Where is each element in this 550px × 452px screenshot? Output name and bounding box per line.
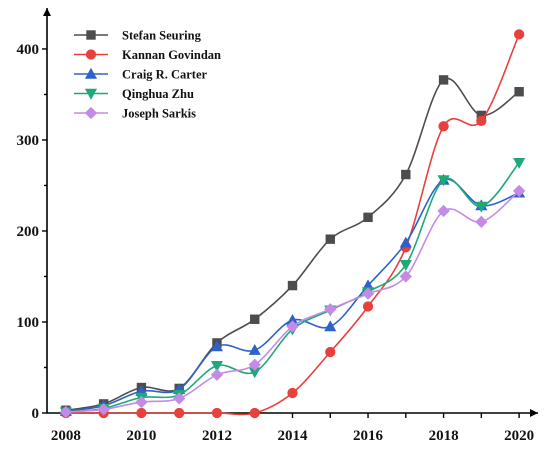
marker-triangle-down-point <box>399 259 412 271</box>
x-tick-label: 2016 <box>353 428 384 444</box>
series-line-2 <box>65 178 520 412</box>
marker-diamond-point <box>248 358 261 371</box>
legend-entry-0: Stefan Seuring <box>74 29 202 43</box>
marker-square-point <box>401 169 411 180</box>
marker-diamond-point <box>59 405 73 419</box>
y-tick-label: 0 <box>32 406 40 422</box>
marker-triangle-down-legend <box>84 88 98 100</box>
marker-circle-point <box>249 407 260 419</box>
marker-diamond-point <box>475 215 488 229</box>
marker-circle-point <box>476 115 487 126</box>
marker-circle-point <box>325 346 336 358</box>
marker-triangle-up-point <box>324 320 337 332</box>
legend-label: Kannan Govindan <box>122 48 221 62</box>
axes: 2008 2010 2012 2014 2016 2018 2020 0 100 200 300 40… <box>17 8 538 444</box>
marker-circle-point <box>438 121 449 132</box>
marker-square-point <box>514 87 524 97</box>
marker-circle-point <box>287 387 298 399</box>
marker-circle-point <box>211 407 223 419</box>
marker-triangle-up-point <box>399 236 412 248</box>
marker-diamond-point <box>286 320 299 333</box>
marker-diamond-point <box>437 204 450 218</box>
series-line-0 <box>65 77 520 412</box>
marker-triangle-up-legend <box>84 67 98 79</box>
marker-diamond-point <box>361 287 375 300</box>
legend-entry-1: Kannan Govindan <box>74 48 221 62</box>
marker-diamond-point <box>512 184 526 198</box>
x-tick-label: 2020 <box>504 428 534 444</box>
marker-triangle-down-point <box>210 360 224 372</box>
marker-circle-point <box>362 301 374 312</box>
marker-diamond-point <box>324 303 337 316</box>
x-tick-label: 2008 <box>51 428 81 444</box>
marker-diamond-point <box>210 368 224 381</box>
x-tick-label: 2018 <box>429 428 459 444</box>
marker-triangle-up-point <box>248 344 261 355</box>
marker-triangle-down-point <box>475 201 488 213</box>
legend-entry-3: Qinghua Zhu <box>74 87 194 101</box>
x-tick-label: 2010 <box>126 428 156 444</box>
y-tick-label: 100 <box>17 315 40 331</box>
legend-entry-4: Joseph Sarkis <box>74 107 196 121</box>
marker-square-point <box>438 75 449 85</box>
legend-label: Craig R. Carter <box>122 68 207 82</box>
legend-entry-2: Craig R. Carter <box>74 68 207 82</box>
y-axis-arrow <box>43 8 51 16</box>
marker-circle-point <box>513 29 525 40</box>
x-tick-label: 2012 <box>202 428 232 444</box>
marker-diamond-point <box>399 270 412 283</box>
x-axis-arrow <box>530 409 538 417</box>
series-layer <box>59 29 526 419</box>
marker-circle-point <box>136 407 147 419</box>
series-line-4 <box>65 190 520 413</box>
marker-square-point <box>287 280 298 291</box>
marker-square-legend <box>86 30 96 40</box>
legend-label: Joseph Sarkis <box>122 107 196 121</box>
marker-square-point <box>250 314 260 324</box>
marker-circle-point <box>174 407 185 419</box>
marker-triangle-up-point <box>210 340 224 352</box>
marker-diamond-point <box>135 395 148 409</box>
marker-triangle-down-point <box>437 175 450 187</box>
legend-label: Stefan Seuring <box>122 29 202 43</box>
x-tick-label: 2014 <box>278 428 309 444</box>
series-1 <box>60 29 525 419</box>
marker-triangle-down-point <box>513 158 526 169</box>
legend: Stefan Seuring Kannan Govindan Craig R. Ca… <box>74 29 221 121</box>
marker-diamond-point <box>97 403 110 416</box>
marker-circle-legend <box>85 49 97 60</box>
series-4 <box>59 184 526 419</box>
y-tick-label: 300 <box>17 133 40 149</box>
marker-square-point <box>363 212 373 223</box>
marker-diamond-point <box>173 392 186 405</box>
y-tick-label: 200 <box>17 224 40 240</box>
marker-square-point <box>325 234 335 244</box>
y-tick-label: 400 <box>17 42 40 58</box>
marker-diamond-legend <box>84 106 98 120</box>
series-0 <box>61 75 524 415</box>
legend-label: Qinghua Zhu <box>122 87 194 101</box>
